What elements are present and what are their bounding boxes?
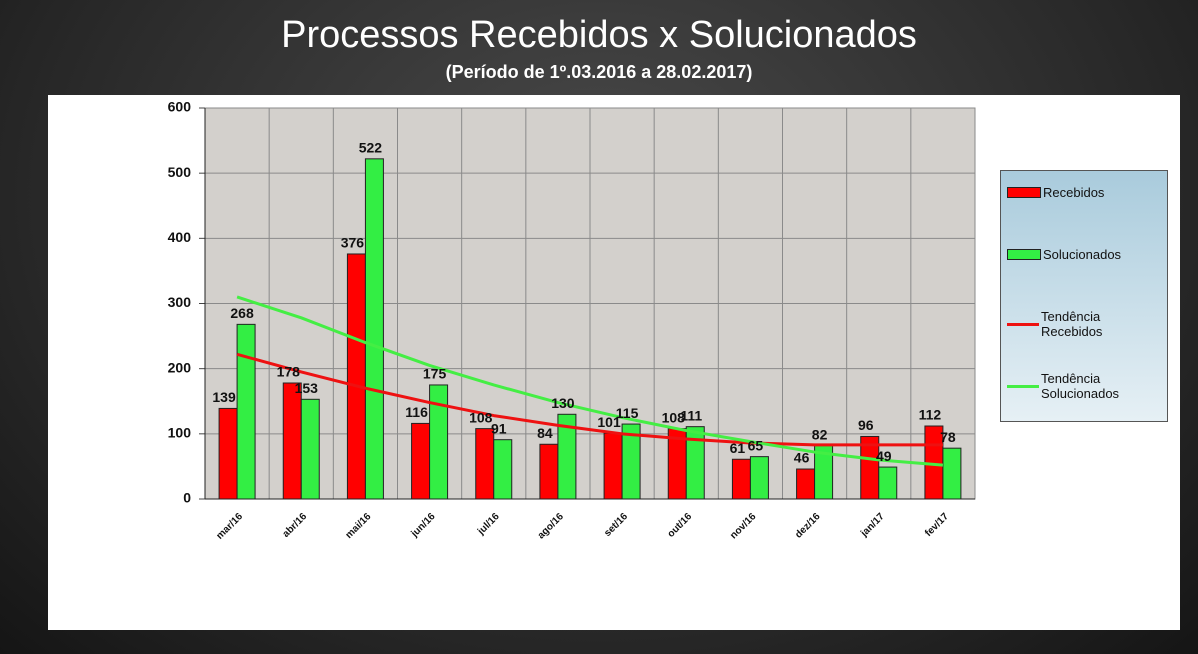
trend-line: [236, 352, 943, 447]
bar: [539, 443, 559, 500]
legend-label: Recebidos: [1043, 185, 1105, 200]
title: Processos Recebidos x Solucionados: [281, 14, 917, 56]
bar: [282, 382, 302, 500]
x-tick-label: ago/16: [536, 511, 566, 541]
data-label: 101: [597, 414, 621, 430]
legend-label: Solucionados: [1043, 247, 1122, 262]
x-tick-label: nov/16: [728, 511, 758, 541]
data-label: 115: [616, 405, 639, 421]
y-tick-label: 500: [168, 164, 192, 180]
bar: [731, 458, 751, 500]
data-label: 175: [423, 366, 447, 382]
legend-item: Tendência Solucionados: [1007, 371, 1121, 401]
data-label: 61: [730, 440, 746, 456]
bar: [493, 439, 513, 500]
bar: [364, 158, 384, 500]
x-tick-label: dez/16: [793, 511, 823, 541]
bar: [236, 323, 256, 500]
y-tick-label: 600: [168, 99, 192, 115]
bar: [942, 447, 962, 500]
data-label: 116: [405, 404, 428, 420]
trend-line: [236, 295, 944, 467]
subtitle: (Período de 1º.03.2016 a 28.02.2017): [445, 62, 753, 82]
data-label: 139: [212, 389, 236, 405]
y-tick-label: 0: [183, 490, 191, 506]
bar: [218, 407, 238, 500]
legend-item: Recebidos: [1007, 185, 1163, 200]
data-label: 65: [748, 437, 764, 453]
bar: [346, 253, 366, 500]
data-label: 49: [876, 448, 892, 464]
bar: [878, 466, 898, 500]
bar: [603, 432, 623, 500]
data-label: 153: [295, 380, 319, 396]
bar: [300, 398, 320, 500]
data-label: 91: [491, 420, 507, 436]
data-label: 376: [341, 235, 365, 251]
bar: [685, 426, 705, 500]
bar: [411, 422, 431, 500]
bar: [749, 456, 769, 500]
data-label: 78: [940, 429, 956, 445]
x-tick-label: jun/16: [409, 511, 438, 540]
data-label: 130: [551, 395, 575, 411]
legend: Recebidos Solucionados Tendência Recebidos…: [1000, 170, 1168, 422]
x-tick-label: out/16: [666, 511, 695, 540]
data-label: 84: [537, 425, 553, 441]
legend-key: [1007, 384, 1039, 388]
data-label: 82: [812, 426, 828, 442]
y-tick-label: 200: [168, 359, 192, 375]
data-label: 108: [662, 409, 686, 425]
data-label: 96: [858, 417, 874, 433]
x-tick-label: mar/16: [214, 511, 245, 542]
data-label: 108: [469, 409, 493, 425]
data-label: 178: [277, 364, 301, 380]
x-tick-label: abr/16: [281, 511, 310, 540]
data-label: 112: [919, 407, 942, 423]
legend-item: Solucionados: [1007, 247, 1163, 262]
bar: [475, 428, 495, 500]
x-tick-label: set/16: [602, 511, 630, 539]
y-tick-label: 100: [168, 425, 192, 441]
legend-item: Tendência Recebidos: [1007, 309, 1121, 339]
y-tick-label: 400: [168, 229, 192, 245]
bar: [796, 468, 816, 500]
x-tick-label: jul/16: [475, 511, 502, 538]
legend-key: [1007, 322, 1039, 326]
x-tick-label: mai/16: [344, 511, 374, 541]
legend-key: [1007, 249, 1041, 260]
data-label: 111: [680, 407, 702, 423]
legend-label: Tendência Recebidos: [1041, 309, 1103, 339]
y-tick-label: 300: [168, 294, 192, 310]
data-label: 46: [794, 450, 810, 466]
x-tick-label: jan/17: [858, 511, 887, 540]
legend-key: [1007, 187, 1041, 198]
legend-label: Tendência Solucionados: [1041, 371, 1120, 401]
x-tick-label: fev/17: [923, 511, 951, 539]
data-label: 522: [359, 140, 383, 156]
data-label: 268: [230, 305, 254, 321]
